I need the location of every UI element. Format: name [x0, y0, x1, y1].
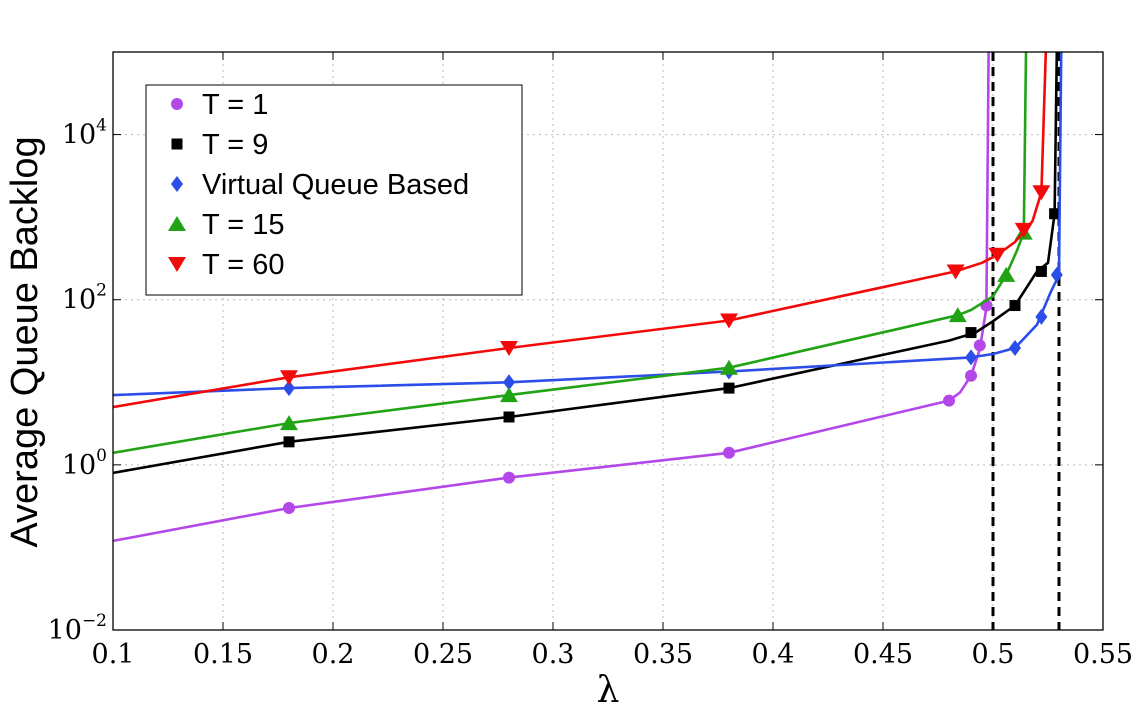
- x-tick-label: 0.45: [853, 639, 913, 670]
- data-point: [723, 382, 735, 394]
- data-point: [1009, 340, 1021, 357]
- data-point: [500, 387, 518, 403]
- legend-marker: [168, 257, 186, 272]
- data-point: [1035, 308, 1048, 325]
- series-line: [113, 52, 1063, 397]
- data-point: [997, 266, 1016, 282]
- data-point: [503, 471, 515, 484]
- data-point: [1009, 300, 1021, 312]
- data-point: [965, 369, 977, 382]
- legend: T = 1 T = 9 Virtual Queue Based T = 15 T = 6…: [145, 84, 523, 296]
- series-line: [113, 52, 1048, 409]
- x-tick-label: 0.25: [413, 639, 473, 670]
- data-point: [280, 415, 298, 431]
- x-tick-label: 0.5: [972, 639, 1015, 670]
- x-tick-label: 0.4: [752, 639, 795, 670]
- y-tick-label: 102: [62, 281, 107, 316]
- series-1: [113, 52, 1061, 475]
- data-point: [965, 327, 977, 339]
- x-tick-label: 0.15: [193, 639, 253, 670]
- x-tick-label: 0.3: [532, 639, 575, 670]
- data-point: [503, 374, 515, 391]
- x-tick-label: 0.2: [312, 639, 355, 670]
- data-point: [946, 264, 965, 280]
- legend-marker: [171, 98, 183, 110]
- y-axis-ticks: 10−2 100 102 104: [48, 116, 1103, 646]
- data-point: [1014, 222, 1033, 238]
- legend-label: Virtual Queue Based: [202, 169, 469, 201]
- data-point: [988, 247, 1007, 263]
- data-point: [720, 313, 738, 329]
- series-3: [113, 52, 1033, 455]
- series-group: [113, 52, 1063, 543]
- data-point: [1050, 266, 1063, 283]
- data-point: [1049, 208, 1061, 220]
- x-tick-label: 0.1: [92, 639, 135, 670]
- legend-label: T = 1: [202, 89, 268, 121]
- legend-marker: [168, 216, 186, 231]
- data-point: [948, 307, 967, 323]
- x-tick-label: 0.35: [633, 639, 693, 670]
- data-point: [973, 339, 986, 352]
- data-point: [283, 380, 295, 397]
- plot-frame: [112, 51, 1104, 631]
- data-point: [720, 359, 738, 375]
- data-point: [1032, 185, 1051, 201]
- x-axis-ticks: 0.1 0.15 0.2 0.25 0.3 0.35 0.4 0.45 0.5 0.55: [92, 52, 1132, 670]
- data-point: [503, 411, 515, 423]
- y-tick-label: 104: [62, 116, 107, 151]
- data-point: [500, 341, 518, 357]
- data-point: [943, 394, 955, 407]
- x-tick-label: 0.55: [1073, 639, 1132, 670]
- data-point: [723, 446, 735, 459]
- series-4: [113, 52, 1051, 409]
- data-point: [280, 370, 298, 386]
- series-line: [113, 52, 1028, 455]
- series-line: [113, 52, 1059, 475]
- legend-label: T = 9: [202, 129, 268, 161]
- legend-label: T = 15: [202, 209, 285, 241]
- y-tick-label: 100: [62, 446, 107, 481]
- y-axis-label: Average Queue Backlog: [4, 136, 46, 547]
- y-tick-label: 10−2: [48, 611, 107, 646]
- data-point: [965, 349, 977, 366]
- legend-marker: [171, 176, 183, 192]
- data-point: [283, 436, 295, 448]
- legend-label: T = 60: [202, 249, 285, 281]
- legend-box: [145, 84, 523, 296]
- data-point: [283, 502, 295, 515]
- x-axis-label: λ: [597, 670, 620, 711]
- legend-marker: [171, 138, 183, 150]
- data-point: [1035, 265, 1047, 277]
